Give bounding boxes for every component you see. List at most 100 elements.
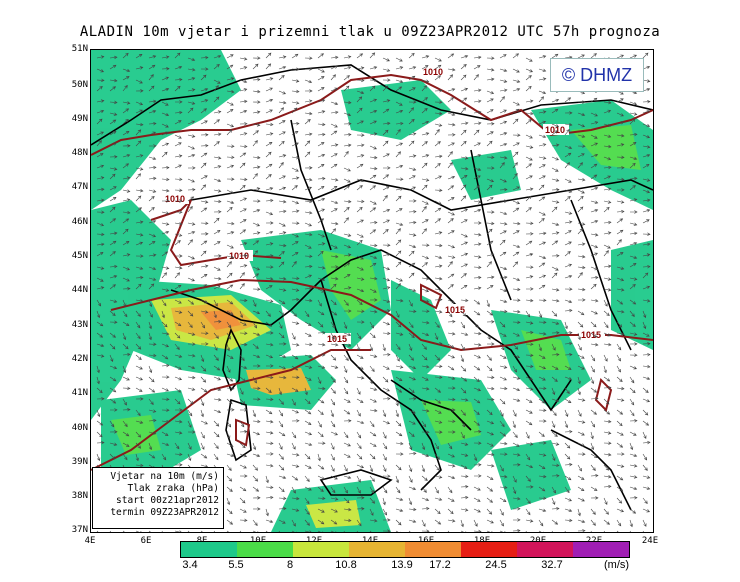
- wind-arrow: [434, 420, 443, 424]
- wind-arrow: [538, 365, 547, 370]
- wind-arrow: [278, 375, 287, 380]
- wind-arrow: [642, 232, 651, 236]
- wind-arrow: [551, 98, 560, 103]
- wind-arrow: [421, 442, 426, 451]
- wind-arrow: [642, 332, 650, 337]
- wind-arrow: [148, 299, 153, 308]
- wind-arrow: [356, 206, 363, 213]
- wind-arrow: [577, 178, 586, 182]
- wind-arrow: [265, 508, 269, 517]
- wind-arrow: [551, 254, 560, 258]
- wind-arrow: [148, 195, 155, 202]
- wind-arrow: [356, 398, 364, 403]
- wind-arrow: [473, 310, 481, 316]
- wind-arrow: [252, 287, 261, 291]
- wind-arrow: [590, 508, 596, 515]
- wind-arrow: [109, 218, 116, 224]
- wind-arrow: [616, 155, 625, 160]
- wind-arrow: [538, 241, 546, 246]
- wind-arrow: [460, 495, 469, 500]
- wind-arrow: [642, 352, 651, 357]
- wind-arrow: [304, 56, 313, 60]
- wind-arrow: [148, 277, 157, 281]
- wind-arrow: [486, 519, 494, 524]
- wind-arrow: [486, 365, 493, 372]
- wind-arrow: [252, 496, 261, 500]
- wind-arrow: [174, 354, 183, 358]
- wind-arrow: [395, 452, 404, 456]
- wind-arrow: [603, 288, 612, 292]
- wind-arrow: [447, 442, 453, 450]
- wind-arrow: [447, 475, 456, 480]
- wind-arrow: [369, 66, 378, 70]
- wind-arrow: [252, 209, 261, 213]
- wind-arrow: [447, 133, 456, 137]
- wind-arrow: [213, 165, 222, 169]
- wind-arrow: [499, 88, 508, 92]
- wind-arrow: [642, 153, 651, 158]
- wind-arrow: [343, 453, 351, 458]
- wind-arrow: [265, 343, 274, 347]
- wind-arrow: [213, 343, 218, 351]
- wind-arrow: [551, 108, 559, 114]
- wind-arrow: [590, 332, 598, 338]
- wind-arrow: [434, 409, 442, 414]
- lat-label: 41N: [71, 388, 88, 398]
- wind-arrow: [109, 196, 117, 202]
- wind-arrow: [538, 453, 547, 457]
- wind-arrow: [551, 123, 560, 128]
- wind-arrow: [174, 452, 183, 457]
- colorbar-swatch: [405, 542, 461, 557]
- wind-arrow: [122, 154, 131, 158]
- wind-arrow: [447, 508, 454, 515]
- wind-arrow: [460, 310, 467, 317]
- wind-arrow: [577, 475, 585, 480]
- wind-arrow: [577, 265, 586, 270]
- wind-arrow: [473, 474, 482, 478]
- wind-arrow: [265, 452, 274, 456]
- wind-arrow: [161, 112, 170, 117]
- lon-label: 6E: [140, 536, 152, 546]
- wind-arrow: [161, 188, 170, 193]
- wind-arrow: [317, 420, 322, 428]
- wind-arrow: [265, 375, 274, 380]
- wind-arrow: [408, 420, 416, 425]
- wind-arrow: [109, 206, 116, 213]
- wind-arrow: [395, 464, 402, 471]
- wind-arrow: [538, 508, 547, 512]
- wind-arrow: [499, 54, 507, 59]
- wind-arrow: [187, 101, 196, 105]
- wind-arrow: [187, 120, 196, 125]
- wind-arrow: [174, 142, 182, 147]
- wind-arrow: [317, 110, 326, 114]
- wind-arrow: [421, 365, 430, 369]
- wind-arrow: [473, 299, 481, 305]
- wind-arrow: [161, 87, 170, 92]
- wind-arrow: [512, 354, 521, 359]
- wind-arrow: [603, 144, 612, 149]
- wind-arrow: [369, 52, 376, 59]
- wind-arrow: [356, 496, 365, 500]
- wind-arrow: [356, 507, 365, 511]
- wind-arrow: [174, 222, 183, 226]
- wind-arrow: [382, 464, 387, 472]
- wind-arrow: [499, 187, 508, 192]
- wind-arrow: [642, 497, 648, 505]
- wind-arrow: [382, 387, 390, 392]
- wind-arrow: [252, 507, 261, 511]
- wind-arrow: [460, 241, 468, 246]
- wind-arrow: [369, 442, 377, 447]
- wind-arrow: [96, 420, 104, 426]
- wind-arrow: [187, 409, 193, 417]
- wind-arrow: [278, 342, 287, 346]
- wind-arrow: [421, 162, 428, 169]
- wind-arrow: [577, 387, 581, 396]
- wind-arrow: [291, 156, 300, 160]
- wind-arrow: [577, 123, 586, 128]
- wind-arrow: [213, 387, 222, 391]
- wind-arrow: [512, 298, 521, 302]
- wind-arrow: [317, 132, 326, 137]
- wind-arrow: [434, 430, 443, 434]
- wind-arrow: [161, 431, 169, 436]
- wind-arrow: [616, 409, 624, 415]
